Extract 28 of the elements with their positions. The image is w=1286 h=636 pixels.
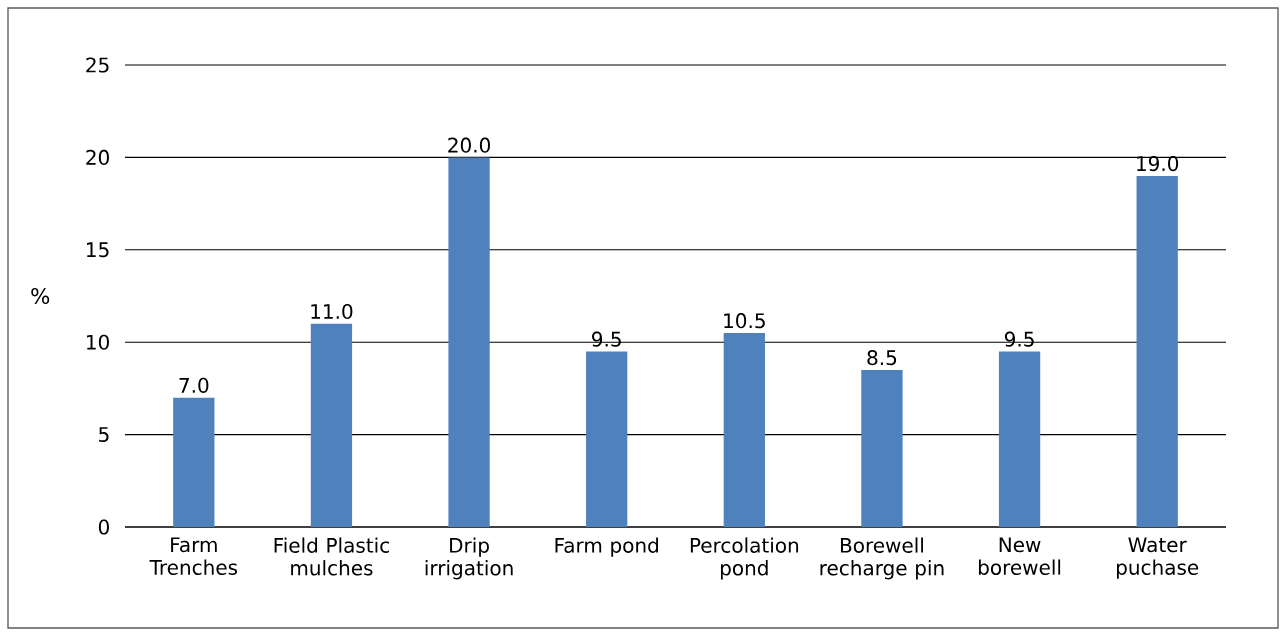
x-tick-label: Farm pond	[555, 537, 658, 557]
x-tick-label: New borewell	[978, 537, 1061, 575]
y-tick-label: 0	[98, 519, 109, 535]
x-tick-label: Field Plastic mulches	[274, 537, 389, 576]
bar	[173, 397, 215, 527]
x-tick-label: Borewell recharge pin	[820, 537, 944, 580]
data-label: 8.5	[867, 350, 897, 366]
data-label: 7.0	[179, 377, 209, 393]
y-tick-label: 20	[86, 149, 109, 165]
bar	[1136, 175, 1178, 527]
data-label: 11.0	[311, 303, 353, 320]
bar	[310, 323, 353, 527]
bar	[861, 369, 903, 527]
bar	[998, 351, 1041, 527]
x-tick-label: Percolation pond	[690, 537, 799, 580]
x-tick-label: Drip irrigation	[425, 537, 513, 580]
x-tick-label: Water puchase	[1117, 537, 1199, 579]
bar	[448, 157, 490, 527]
y-tick-label: 25	[86, 57, 109, 73]
data-label: 20.0	[448, 137, 490, 153]
y-tick-label: 10	[87, 334, 109, 350]
data-label: 10.5	[724, 313, 765, 329]
y-tick-label: 15	[87, 242, 109, 258]
y-tick-label: 5	[99, 427, 109, 443]
bar	[586, 351, 628, 527]
bar	[723, 332, 765, 527]
y-axis-title: %	[31, 287, 50, 305]
x-tick-label: Farm Trenches	[149, 537, 238, 575]
